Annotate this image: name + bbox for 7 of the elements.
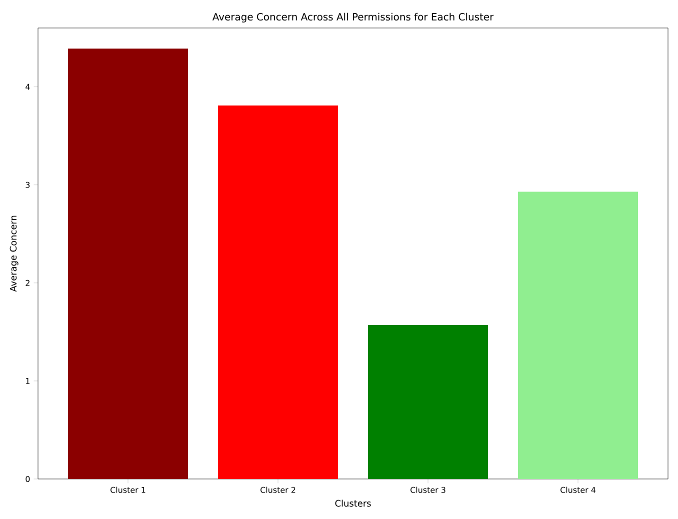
x-axis-title: Clusters — [335, 500, 371, 507]
bar — [518, 192, 638, 479]
bar — [68, 48, 188, 479]
y-axis-title: Average Concern — [10, 216, 18, 292]
bar — [218, 105, 338, 479]
chart-title: Average Concern Across All Permissions for Each Cluster — [212, 12, 494, 22]
bar — [368, 325, 488, 479]
